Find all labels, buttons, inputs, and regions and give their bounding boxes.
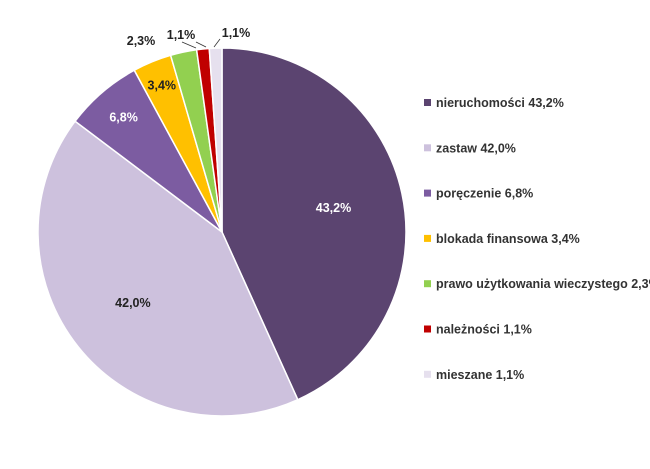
pie-slice-zastaw [37, 120, 299, 417]
legend-swatch-naleznosci [424, 325, 431, 333]
legend-label-naleznosci: należności 1,1% [436, 323, 532, 337]
legend-swatch-zastaw [424, 144, 431, 152]
data-label-blokada-finansowa: 3,4% [148, 79, 177, 93]
legend-label-zastaw: zastaw 42,0% [436, 141, 516, 155]
data-label-zastaw: 42,0% [115, 296, 150, 310]
leader-line-mieszane [213, 38, 221, 48]
legend-swatch-blokada-finansowa [424, 234, 431, 242]
legend-swatch-nieruchomosci [424, 99, 431, 106]
leader-lines [181, 38, 221, 49]
legend-label-nieruchomosci: nieruchomości 43,2% [436, 96, 564, 110]
leader-line-prawo-uzytkowania-wieczystego [181, 41, 197, 49]
data-label-poreczenie: 6,8% [109, 111, 138, 125]
legend-swatch-poreczenie [424, 189, 431, 197]
legend-swatch-mieszane [424, 370, 431, 378]
legend-swatch-prawo-uzytkowania-wieczystego [424, 280, 431, 288]
legend-label-mieszane: mieszane 1,1% [436, 368, 524, 382]
pie-slice-nieruchomosci [221, 47, 407, 401]
legend: nieruchomości 43,2% zastaw 42,0% poręczeni… [424, 96, 650, 382]
data-label-nieruchomosci: 43,2% [316, 201, 351, 215]
legend-label-poreczenie: poręczenie 6,8% [436, 187, 533, 201]
data-label-naleznosci: 1,1% [167, 28, 196, 42]
data-label-mieszane: 1,1% [222, 26, 251, 40]
leader-line-naleznosci [195, 41, 207, 48]
data-label-prawo-uzytkowania-wieczystego: 2,3% [127, 34, 156, 48]
pie-slices [37, 47, 407, 417]
data-labels: 43,2% 42,0% 6,8% 3,4% 2,3% 1,1% 1,1% [109, 26, 351, 310]
legend-label-prawo-uzytkowania-wieczystego: prawo użytkowania wieczystego 2,3% [436, 277, 650, 291]
pie-slice-mieszane [208, 47, 223, 233]
legend-label-blokada-finansowa: blokada finansowa 3,4% [436, 232, 580, 246]
